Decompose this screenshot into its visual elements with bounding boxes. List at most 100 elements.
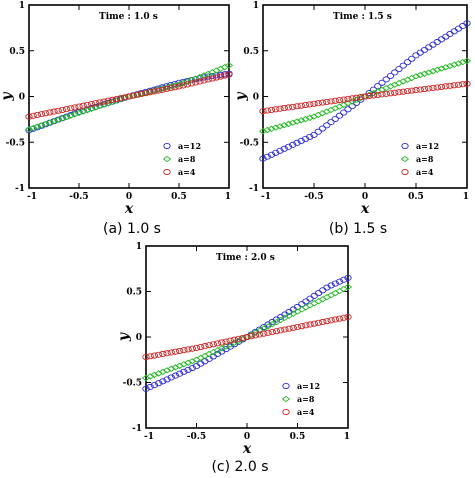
x-tick-label: 0.5 — [171, 192, 187, 202]
data-point — [146, 383, 154, 391]
x-tick-label: -0.5 — [187, 432, 206, 442]
data-point — [201, 343, 209, 350]
data-point — [408, 55, 416, 62]
data-point — [171, 84, 179, 91]
data-point — [340, 314, 348, 321]
data-point — [319, 318, 327, 326]
data-point — [301, 115, 310, 123]
data-point — [301, 101, 310, 109]
data-point — [306, 295, 314, 302]
x-tick-label: -1 — [27, 192, 37, 202]
data-point — [213, 340, 222, 347]
legend-marker — [163, 142, 171, 150]
x-axis-label: x — [124, 201, 134, 217]
data-point — [306, 321, 314, 328]
data-point — [196, 354, 205, 362]
data-point — [142, 353, 150, 361]
x-tick-label: 1 — [344, 432, 350, 442]
data-point — [184, 366, 192, 373]
data-point — [297, 117, 306, 124]
legend-marker — [401, 142, 409, 150]
data-point — [280, 122, 289, 129]
data-point — [37, 122, 46, 129]
data-point — [112, 95, 121, 103]
data-point — [247, 333, 255, 340]
data-point — [158, 86, 166, 93]
data-point — [454, 60, 463, 67]
series-a-4 — [25, 71, 233, 120]
data-point — [429, 84, 437, 92]
data-point — [259, 108, 267, 115]
y-tick-label: -0.5 — [123, 379, 142, 389]
data-point — [96, 99, 104, 106]
data-point — [340, 96, 348, 103]
series-a-4 — [259, 80, 471, 115]
plot-frame — [262, 4, 468, 189]
data-point — [222, 338, 230, 345]
data-point — [221, 72, 229, 79]
data-point — [289, 324, 297, 331]
data-point — [187, 80, 196, 87]
data-point — [314, 290, 323, 297]
time-label: Time : 1.0 s — [99, 12, 158, 22]
data-point — [288, 119, 297, 126]
x-tick-label: -1 — [144, 432, 154, 442]
data-point — [50, 108, 58, 115]
data-point — [66, 112, 75, 119]
data-point — [159, 378, 167, 385]
legend-label: a=12 — [297, 381, 320, 391]
data-point — [133, 91, 141, 98]
data-point — [176, 347, 184, 355]
data-point — [200, 77, 208, 84]
data-point — [327, 317, 335, 324]
data-point — [335, 287, 344, 295]
data-point — [176, 370, 184, 377]
data-point — [121, 94, 129, 101]
data-point — [272, 149, 280, 156]
data-point — [184, 346, 192, 353]
data-point — [54, 116, 63, 123]
legend-label: a=4 — [297, 407, 315, 417]
data-point — [344, 106, 352, 113]
data-point — [445, 62, 455, 70]
data-point — [314, 100, 322, 107]
data-point — [403, 59, 412, 66]
data-point — [258, 128, 268, 135]
data-point — [331, 115, 339, 122]
legend-marker — [162, 155, 172, 163]
data-point — [204, 76, 212, 83]
plot-frame — [145, 245, 349, 429]
data-point — [263, 126, 272, 134]
data-point — [150, 352, 159, 359]
x-tick-label: -1 — [261, 192, 271, 202]
data-point — [357, 94, 365, 101]
data-point — [433, 66, 442, 74]
data-point — [100, 98, 108, 105]
data-point — [62, 113, 71, 121]
x-tick-label: 1 — [463, 192, 469, 202]
data-point — [209, 341, 217, 348]
data-point — [142, 90, 150, 97]
data-point — [280, 145, 288, 152]
data-point — [425, 85, 433, 92]
data-point — [344, 95, 352, 102]
data-point — [319, 287, 327, 294]
data-point — [87, 105, 96, 113]
data-point — [104, 97, 112, 104]
data-point — [298, 323, 306, 330]
data-point — [344, 274, 352, 281]
data-point — [403, 88, 412, 95]
data-point — [163, 350, 171, 357]
data-point — [212, 74, 221, 81]
y-tick-label: 0 — [19, 93, 25, 103]
data-point — [302, 322, 310, 329]
data-point — [399, 88, 407, 95]
data-point — [289, 103, 297, 110]
data-point — [167, 374, 175, 381]
data-point — [239, 334, 247, 341]
data-point — [49, 118, 59, 125]
data-point — [79, 108, 88, 115]
panel-a: -1-1 -0.5 -0.5 0 0 0.5 0.5 1 1 x y Time : 1.0 s a=12… — [0, 1, 234, 217]
data-point — [167, 349, 175, 356]
